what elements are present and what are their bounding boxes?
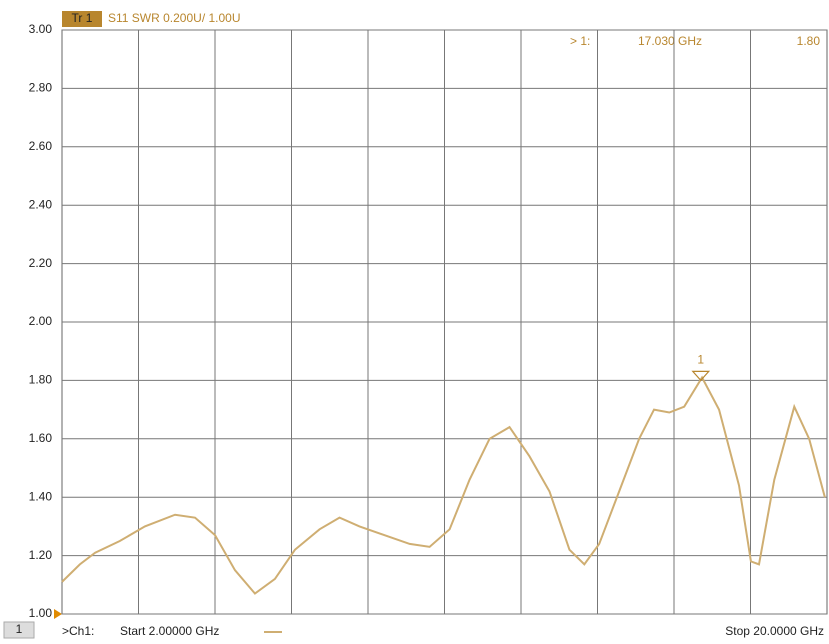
marker-x-readout: 17.030 GHz	[638, 34, 702, 48]
channel-box	[3, 621, 35, 639]
start-frequency: Start 2.00000 GHz	[120, 624, 219, 638]
y-tick-label: 2.80	[29, 81, 53, 95]
y-tick-label: 2.60	[29, 139, 53, 153]
y-tick-label: 1.60	[29, 431, 53, 445]
marker-readout: > 1:	[570, 34, 590, 48]
stop-frequency: Stop 20.0000 GHz	[725, 624, 824, 638]
trace-title: S11 SWR 0.200U/ 1.00U	[108, 11, 241, 25]
y-tick-label: 2.00	[29, 314, 53, 328]
marker-y-readout: 1.80	[797, 34, 821, 48]
trace	[61, 375, 826, 595]
trace-tag: Tr 1	[72, 11, 93, 25]
y-tick-label: 2.20	[29, 256, 53, 270]
trace-tag-box	[62, 11, 102, 27]
channel-label: >Ch1:	[62, 624, 94, 638]
y-tick-label: 1.00	[29, 606, 53, 620]
y-tick-label: 1.80	[29, 373, 53, 387]
y-tick-label: 2.40	[29, 197, 53, 211]
marker-label: 1	[697, 353, 704, 367]
y-tick-label: 1.20	[29, 548, 53, 562]
y-tick-label: 1.40	[29, 489, 53, 503]
reference-marker	[54, 609, 62, 619]
y-tick-label: 3.00	[29, 22, 53, 36]
channel-number: 1	[16, 622, 23, 636]
marker-triangle	[691, 370, 711, 382]
